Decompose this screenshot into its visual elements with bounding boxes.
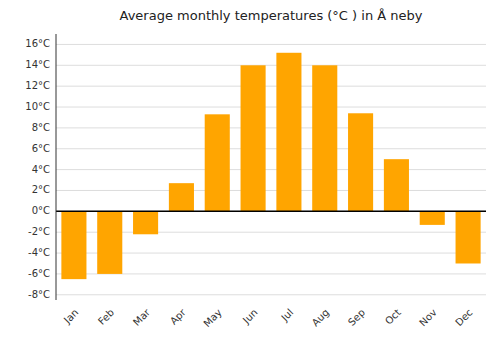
grid-line bbox=[56, 86, 486, 87]
x-tick-label: Aug bbox=[310, 307, 332, 329]
y-tick-label: 2°C bbox=[32, 184, 50, 195]
grid-line bbox=[56, 190, 486, 191]
x-tick-label: Oct bbox=[383, 307, 403, 327]
y-tick-label: 6°C bbox=[32, 143, 50, 154]
bar bbox=[97, 211, 122, 274]
grid bbox=[56, 44, 486, 294]
bar bbox=[61, 211, 86, 279]
grid-line bbox=[56, 44, 486, 45]
zero-line bbox=[56, 211, 486, 213]
y-tick-label: -2°C bbox=[28, 226, 50, 237]
x-tick-label: Dec bbox=[453, 307, 474, 328]
grid-line bbox=[56, 211, 486, 212]
x-tick-label: Mar bbox=[131, 306, 153, 328]
bar bbox=[241, 65, 266, 211]
x-tick-label: Jun bbox=[240, 307, 260, 327]
grid-line bbox=[56, 294, 486, 295]
y-tick-label: -8°C bbox=[28, 289, 50, 300]
y-tick-label: 10°C bbox=[25, 101, 50, 112]
x-tick-label: Jan bbox=[61, 307, 80, 326]
y-tick-label: 12°C bbox=[25, 80, 50, 91]
bars bbox=[61, 53, 480, 279]
x-tick-label: Nov bbox=[417, 307, 439, 329]
grid-line bbox=[56, 148, 486, 149]
y-tick-label: -6°C bbox=[28, 268, 50, 279]
bar bbox=[276, 53, 301, 212]
title: Average monthly temperatures (°C ) in Å … bbox=[120, 8, 423, 23]
x-tick-label: May bbox=[201, 307, 223, 329]
bar bbox=[420, 211, 445, 225]
bar bbox=[133, 211, 158, 234]
bar bbox=[348, 113, 373, 211]
y-tick-label: 4°C bbox=[32, 164, 50, 175]
grid-line bbox=[56, 127, 486, 128]
chart-container: -8°C -6°C -4°C -2°C 0°C 2°C 4°C 6°C 8°C 10°C 12°C 1… bbox=[0, 0, 500, 350]
y-axis-line bbox=[56, 34, 57, 300]
y-tick-label: -4°C bbox=[28, 247, 50, 258]
x-tick-label: Apr bbox=[168, 306, 189, 327]
y-tick-label: 14°C bbox=[25, 59, 50, 70]
x-tick-label: Sep bbox=[346, 307, 367, 328]
bar bbox=[456, 211, 481, 263]
x-tick-label: Jul bbox=[278, 307, 295, 324]
grid-line bbox=[56, 169, 486, 170]
bar bbox=[312, 65, 337, 211]
bar bbox=[169, 183, 194, 211]
y-tick-label: 0°C bbox=[32, 205, 50, 216]
grid-line bbox=[56, 107, 486, 108]
chart: -8°C -6°C -4°C -2°C 0°C 2°C 4°C 6°C 8°C 10°C 12°C 1… bbox=[0, 0, 500, 350]
y-tick-label: 8°C bbox=[32, 122, 50, 133]
x-tick-label: Feb bbox=[96, 307, 116, 327]
grid-line bbox=[56, 65, 486, 66]
bar bbox=[205, 114, 230, 211]
y-tick-label: 16°C bbox=[25, 38, 50, 49]
bar bbox=[384, 159, 409, 211]
